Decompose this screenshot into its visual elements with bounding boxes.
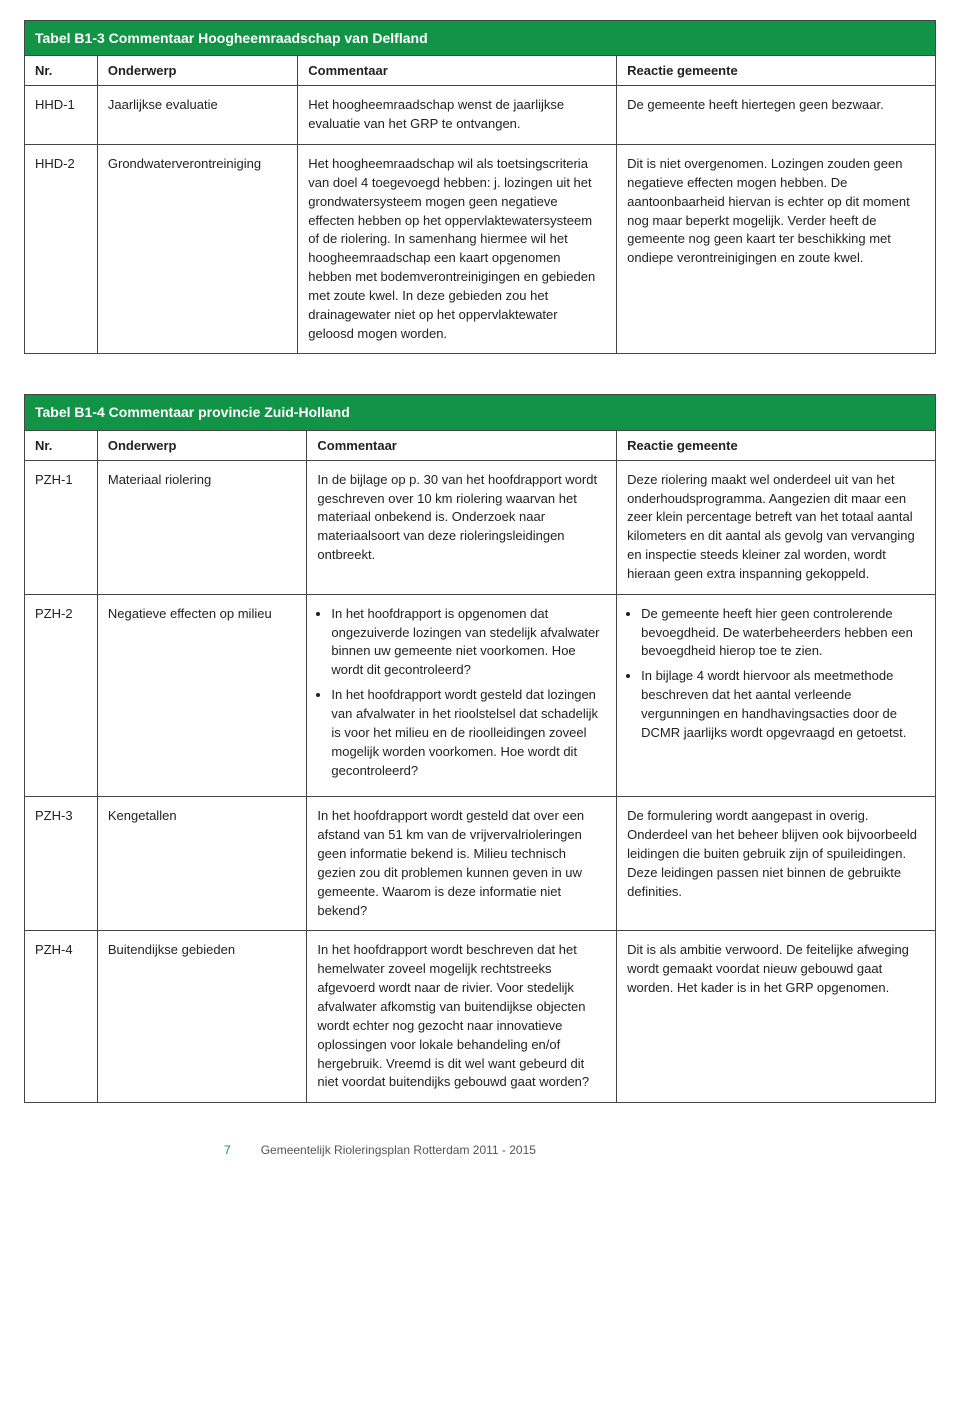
table-b1-4: Tabel B1-4 Commentaar provincie Zuid-Hol… [24,394,936,1103]
cell-onderwerp: Buitendijkse gebieden [97,931,307,1103]
cell-commentaar: In de bijlage op p. 30 van het hoofdrapp… [307,460,617,594]
table-header-row: Nr. Onderwerp Commentaar Reactie gemeent… [25,56,936,86]
cell-nr: PZH-3 [25,797,98,931]
col-reactie: Reactie gemeente [617,56,936,86]
table-row: PZH-3 Kengetallen In het hoofdrapport wo… [25,797,936,931]
cell-reactie: Dit is niet overgenomen. Lozingen zouden… [617,144,936,353]
col-onderwerp: Onderwerp [97,56,297,86]
table-row: PZH-2 Negatieve effecten op milieu In he… [25,594,936,797]
cell-nr: PZH-1 [25,460,98,594]
bullet-list: In het hoofdrapport is opgenomen dat ong… [317,605,606,781]
cell-onderwerp: Jaarlijkse evaluatie [97,86,297,145]
cell-nr: HHD-1 [25,86,98,145]
cell-reactie: De gemeente heeft hiertegen geen bezwaar… [617,86,936,145]
cell-reactie: De gemeente heeft hier geen controlerend… [617,594,936,797]
table-row: PZH-4 Buitendijkse gebieden In het hoofd… [25,931,936,1103]
bullet-list: De gemeente heeft hier geen controlerend… [627,605,925,743]
col-onderwerp: Onderwerp [97,430,307,460]
page-number: 7 [24,1143,261,1157]
cell-commentaar: In het hoofdrapport is opgenomen dat ong… [307,594,617,797]
table-title-row: Tabel B1-4 Commentaar provincie Zuid-Hol… [25,395,936,430]
table: Tabel B1-3 Commentaar Hoogheemraadschap … [24,20,936,354]
cell-reactie: De formulering wordt aangepast in overig… [617,797,936,931]
cell-onderwerp: Kengetallen [97,797,307,931]
page-footer: 7 Gemeentelijk Rioleringsplan Rotterdam … [24,1143,936,1157]
cell-nr: PZH-2 [25,594,98,797]
table-title-row: Tabel B1-3 Commentaar Hoogheemraadschap … [25,21,936,56]
table: Tabel B1-4 Commentaar provincie Zuid-Hol… [24,394,936,1103]
cell-reactie: Dit is als ambitie verwoord. De feitelij… [617,931,936,1103]
cell-nr: HHD-2 [25,144,98,353]
col-commentaar: Commentaar [307,430,617,460]
cell-onderwerp: Negatieve effecten op milieu [97,594,307,797]
cell-commentaar: Het hoogheemraadschap wenst de jaarlijks… [298,86,617,145]
cell-commentaar: Het hoogheemraadschap wil als toetsingsc… [298,144,617,353]
col-nr: Nr. [25,56,98,86]
cell-commentaar: In het hoofdrapport wordt beschreven dat… [307,931,617,1103]
list-item: In het hoofdrapport wordt gesteld dat lo… [331,686,606,780]
list-item: De gemeente heeft hier geen controlerend… [641,605,925,662]
table-title: Tabel B1-3 Commentaar Hoogheemraadschap … [25,21,936,56]
table-row: HHD-2 Grondwaterverontreiniging Het hoog… [25,144,936,353]
cell-commentaar: In het hoofdrapport wordt gesteld dat ov… [307,797,617,931]
table-row: HHD-1 Jaarlijkse evaluatie Het hoogheemr… [25,86,936,145]
table-header-row: Nr. Onderwerp Commentaar Reactie gemeent… [25,430,936,460]
footer-title: Gemeentelijk Rioleringsplan Rotterdam 20… [261,1143,536,1157]
table-row: PZH-1 Materiaal riolering In de bijlage … [25,460,936,594]
cell-onderwerp: Materiaal riolering [97,460,307,594]
col-nr: Nr. [25,430,98,460]
cell-onderwerp: Grondwaterverontreiniging [97,144,297,353]
table-b1-3: Tabel B1-3 Commentaar Hoogheemraadschap … [24,20,936,354]
cell-nr: PZH-4 [25,931,98,1103]
list-item: In bijlage 4 wordt hiervoor als meetmeth… [641,667,925,742]
table-title: Tabel B1-4 Commentaar provincie Zuid-Hol… [25,395,936,430]
col-commentaar: Commentaar [298,56,617,86]
col-reactie: Reactie gemeente [617,430,936,460]
cell-reactie: Deze riolering maakt wel onderdeel uit v… [617,460,936,594]
list-item: In het hoofdrapport is opgenomen dat ong… [331,605,606,680]
